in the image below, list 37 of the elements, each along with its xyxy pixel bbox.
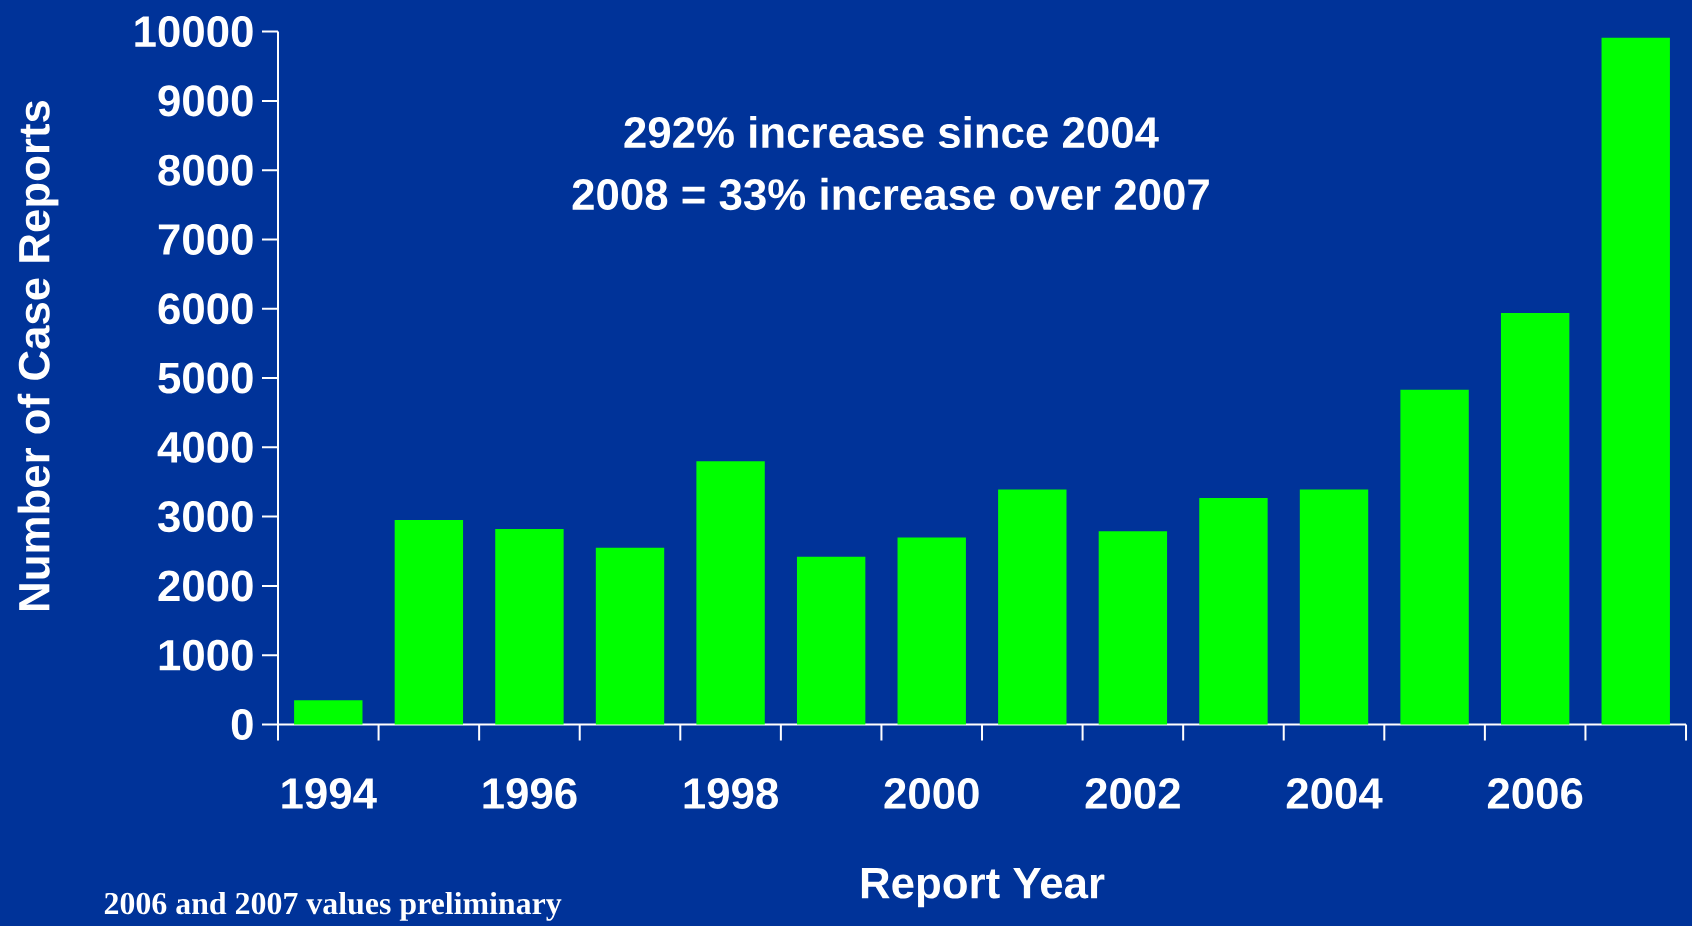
bar [796, 556, 866, 725]
y-tick-label: 2000 [158, 570, 253, 602]
bar [495, 529, 564, 725]
bar [595, 547, 665, 725]
x-tick-label: 2002 [1085, 778, 1180, 810]
y-tick-label: 7000 [158, 223, 253, 255]
annotation: 2008 = 33% increase over 2007 [572, 177, 1209, 211]
bar [897, 537, 966, 725]
x-tick-label: 1998 [684, 778, 778, 810]
y-tick-label: 6000 [158, 293, 253, 325]
bar [1199, 497, 1268, 725]
bar [1400, 389, 1469, 725]
x-axis-title: Report Year [861, 868, 1105, 908]
bar [1601, 37, 1670, 725]
bar [394, 520, 464, 725]
y-tick-label: 3000 [157, 501, 253, 533]
text: 2006 and 2007 values preliminary [104, 891, 562, 921]
bar [696, 461, 765, 725]
x-tick-label: 1994 [282, 778, 377, 810]
y-tick-label: 8000 [158, 154, 253, 186]
x-tick-label: 2004 [1286, 778, 1383, 810]
y-tick-label: 10000 [135, 16, 253, 48]
bar [1299, 489, 1369, 725]
annotation: 292% increase since 2004 [624, 115, 1159, 149]
bar [998, 489, 1067, 725]
bar [1500, 312, 1570, 725]
y-tick-label: 4000 [157, 431, 253, 463]
y-tick-label: 9000 [158, 85, 253, 117]
bar [294, 700, 363, 725]
bar [1098, 531, 1168, 725]
x-tick-label: 2006 [1487, 778, 1583, 810]
y-axis-title: Number of Case Reports [17, 100, 59, 611]
x-tick-label: 1996 [483, 778, 577, 810]
y-tick-label: 1000 [159, 639, 253, 671]
x-tick-label: 2000 [884, 778, 979, 810]
y-tick-label: 5000 [158, 362, 253, 394]
y-tick-label: 0 [231, 708, 253, 741]
